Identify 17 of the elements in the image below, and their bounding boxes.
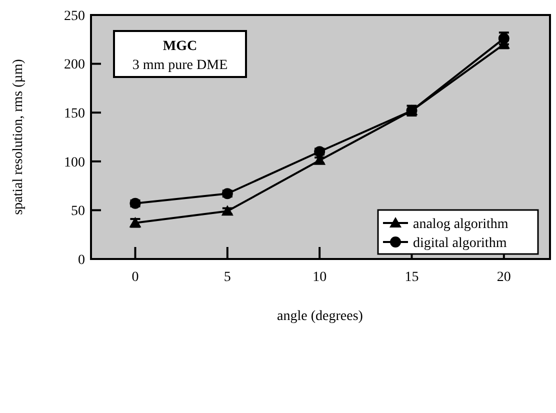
x-tick-label: 20 — [496, 270, 511, 285]
y-tick-label: 50 — [71, 204, 85, 220]
legend-label: digital algorithm — [413, 236, 507, 251]
x-tick-label: 10 — [312, 270, 327, 285]
y-tick-label: 0 — [78, 252, 85, 268]
x-tick-label: 5 — [224, 270, 231, 285]
y-axis-title: spatial resolution, rms (µm) — [11, 58, 26, 215]
legend-label: analog algorithm — [413, 216, 508, 232]
x-tick-label: 0 — [132, 270, 139, 285]
annotation: 3 mm pure DME — [132, 58, 228, 73]
y-tick-label: 150 — [64, 106, 85, 122]
y-tick-label: 200 — [64, 58, 85, 73]
annotation: MGC — [162, 39, 198, 54]
x-axis-title: angle (degrees) — [277, 309, 364, 324]
y-tick-label: 250 — [64, 8, 85, 24]
x-tick-label: 15 — [404, 270, 419, 285]
y-tick-label: 100 — [64, 155, 85, 170]
